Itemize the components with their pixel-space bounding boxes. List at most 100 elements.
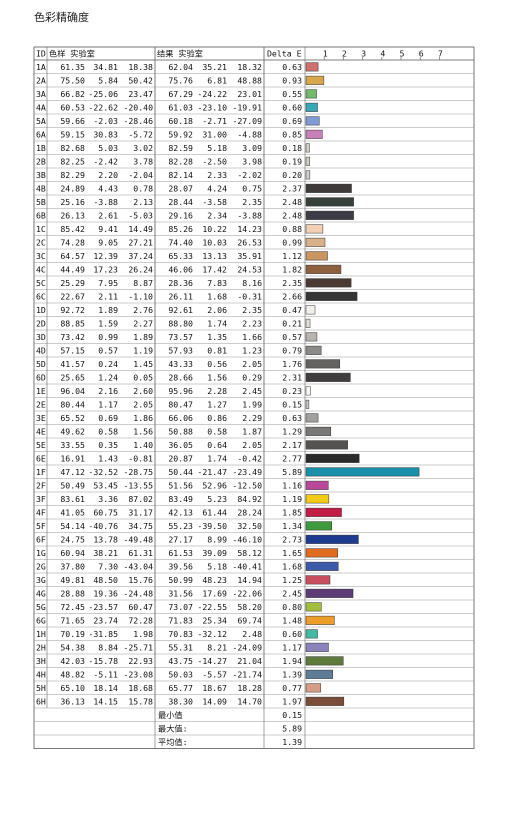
table-row: 1D 92.72 1.89 2.76 92.61 2.06 2.35 0.47	[36, 305, 302, 315]
sample-value: 25.65	[60, 373, 85, 383]
result-value: 0.81	[207, 346, 227, 356]
sample-value: 0.35	[98, 440, 118, 450]
result-value: 14.09	[202, 697, 227, 707]
sample-value: 13.78	[93, 535, 118, 545]
result-value: 1.23	[242, 346, 262, 356]
bar-5G	[305, 602, 322, 612]
row-id: 3B	[36, 170, 46, 180]
result-value: 2.33	[207, 170, 227, 180]
page-title: 色彩精确度	[34, 11, 89, 24]
footer-value: 0.15	[282, 710, 302, 720]
delta-e-value: 1.82	[282, 265, 302, 275]
row-id: 1H	[36, 629, 46, 639]
sample-value: 28.88	[60, 589, 85, 599]
sample-value: 59.15	[60, 130, 85, 140]
table-row: 4B 24.89 4.43 0.78 28.07 4.24 0.75 2.37	[36, 184, 302, 194]
result-value: 61.03	[168, 103, 193, 113]
table-rows: 1A 61.35 34.81 18.38 62.04 35.21 18.32 0.63 2A 75…	[36, 62, 302, 707]
result-value: 14.94	[237, 575, 262, 585]
result-value: 75.76	[168, 76, 193, 86]
sample-value: -2.42	[93, 157, 118, 167]
result-value: 1.99	[242, 400, 262, 410]
sample-value: 41.05	[60, 508, 85, 518]
row-id: 4A	[36, 103, 46, 113]
table-row: 3C 64.57 12.39 37.24 65.33 13.13 35.91 1.12	[36, 251, 302, 261]
table-row: 5A 59.66 -2.03 -28.46 60.18 -2.71 -27.09 0.69	[36, 116, 302, 126]
sample-value: 24.75	[60, 535, 85, 545]
bar-3G	[305, 575, 331, 585]
sample-value: -43.04	[123, 562, 153, 572]
sample-value: 0.57	[98, 346, 118, 356]
sample-value: 73.42	[60, 332, 85, 342]
row-id: 2G	[36, 562, 46, 572]
row-id: 5E	[36, 440, 46, 450]
sample-value: 50.42	[128, 76, 153, 86]
sample-value: -31.85	[88, 629, 118, 639]
bar-4G	[305, 588, 354, 598]
bar-2A	[305, 75, 325, 85]
sample-value: 61.31	[128, 548, 153, 558]
table-row: 1A 61.35 34.81 18.38 62.04 35.21 18.32 0.63	[36, 62, 302, 72]
bar-3B	[305, 170, 311, 180]
sample-value: -22.62	[88, 103, 118, 113]
bar-3C	[305, 251, 328, 261]
result-value: 65.77	[168, 683, 193, 693]
sample-value: -28.46	[123, 116, 153, 126]
table-row: 5G 72.45 -23.57 60.47 73.07 -22.55 58.20 0.80	[36, 602, 302, 612]
table-row: 6C 22.67 2.11 -1.10 26.11 1.68 -0.31 2.66	[36, 292, 302, 302]
x-tick-label: 3	[361, 49, 366, 59]
delta-e-value: 0.20	[282, 170, 302, 180]
sample-value: 2.20	[98, 170, 118, 180]
bar-1B	[305, 143, 310, 153]
result-value: 62.04	[168, 62, 193, 72]
row-id: 6B	[36, 211, 46, 221]
row-id: 3C	[36, 251, 46, 261]
delta-e-value: 1.34	[282, 521, 302, 531]
bar-1D	[305, 305, 316, 315]
delta-e-value: 0.15	[282, 400, 302, 410]
footer-row: 平均值: 1.39	[158, 737, 302, 747]
table-row: 3D 73.42 0.99 1.89 73.57 1.35 1.66 0.57	[36, 332, 302, 342]
sample-value: -28.75	[123, 467, 153, 477]
result-value: 42.13	[168, 508, 193, 518]
sample-value: 7.95	[98, 278, 118, 288]
row-id: 5D	[36, 359, 46, 369]
result-value: 31.56	[168, 589, 193, 599]
result-value: -5.57	[202, 670, 227, 680]
sample-value: 2.27	[133, 319, 153, 329]
result-value: 0.58	[207, 427, 227, 437]
sample-value: -25.71	[123, 643, 153, 653]
bar-4E	[305, 426, 332, 436]
footer-label: 最小值	[158, 710, 183, 720]
table-row: 1C 85.42 9.41 14.49 85.26 10.22 14.23 0.88	[36, 224, 302, 234]
sample-value: 53.45	[93, 481, 118, 491]
sample-value: -5.03	[128, 211, 153, 221]
row-id: 3F	[36, 494, 46, 504]
sample-value: 96.04	[60, 386, 85, 396]
result-value: 1.27	[207, 400, 227, 410]
sample-value: 92.72	[60, 305, 85, 315]
sample-value: 48.82	[60, 670, 85, 680]
delta-e-value: 1.65	[282, 548, 302, 558]
table-row: 6B 26.13 2.61 -5.03 29.16 2.34 -3.88 2.48	[36, 211, 302, 221]
sample-value: 19.36	[93, 589, 118, 599]
delta-e-value: 2.17	[282, 440, 302, 450]
sample-value: 54.14	[60, 521, 85, 531]
table-row: 5H 65.10 18.14 18.68 65.77 18.67 18.28 0.77	[36, 683, 302, 693]
result-value: 1.56	[207, 373, 227, 383]
sample-value: -3.88	[93, 197, 118, 207]
row-id: 4D	[36, 346, 46, 356]
sample-value: 1.86	[133, 413, 153, 423]
result-value: 21.04	[237, 656, 262, 666]
sample-value: 15.76	[128, 575, 153, 585]
sample-value: 26.24	[128, 265, 153, 275]
table-row: 3E 65.52 0.69 1.86 66.06 0.86 2.29 0.63	[36, 413, 302, 423]
footer-value: 1.39	[282, 737, 302, 747]
delta-e-value: 2.48	[282, 197, 302, 207]
result-value: -22.55	[197, 602, 227, 612]
row-id: 1B	[36, 143, 46, 153]
delta-e-value: 0.88	[282, 224, 302, 234]
row-id: 4B	[36, 184, 46, 194]
footer-value: 5.89	[282, 724, 302, 734]
